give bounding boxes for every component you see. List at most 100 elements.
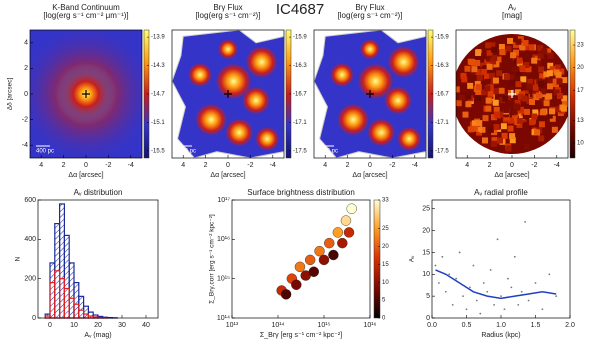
speckle (500, 123, 507, 130)
speckle (509, 137, 516, 144)
point (324, 237, 335, 249)
y-tick-label: -4 (22, 142, 28, 149)
speckle (486, 50, 493, 57)
x-tick-label: 0 (84, 162, 88, 169)
x-tick-label: -2 (389, 162, 395, 169)
colorbar-tick-label: 20 (382, 244, 389, 250)
colorbar-tick-label: -15.5 (151, 148, 165, 154)
speckle (481, 68, 488, 75)
speckle (491, 129, 498, 136)
speckle (487, 84, 494, 91)
speckle (460, 72, 467, 79)
colorbar-tick-label: -13.9 (151, 35, 165, 41)
point (500, 295, 502, 298)
x-tick-label: -2 (531, 162, 537, 169)
colorbar-tick-label: -15.9 (435, 35, 449, 41)
image (456, 30, 568, 158)
speckle (561, 95, 568, 102)
speckle (538, 80, 545, 87)
speckle (476, 53, 483, 60)
speckle (498, 87, 505, 94)
speckle (471, 66, 478, 73)
scale-label: 400 pc (178, 149, 196, 155)
y-tick-label: -2 (22, 116, 28, 123)
histogram-bar (63, 234, 70, 319)
speckle (528, 44, 535, 51)
speckle (537, 45, 544, 52)
x-tick-label: 10 (70, 322, 78, 329)
x-tick-label: 4 (39, 162, 43, 169)
y-tick-label: 10¹⁷ (217, 197, 230, 204)
speckle (503, 73, 510, 80)
y-tick-label: 5 (426, 293, 430, 300)
point (448, 273, 451, 276)
speckle (514, 99, 521, 106)
speckle (561, 77, 568, 84)
colorbar-tick-label: -16.7 (293, 92, 307, 98)
speckle (476, 74, 483, 81)
speckle (511, 108, 518, 115)
speckle (484, 59, 491, 66)
point (441, 255, 444, 258)
speckle (492, 99, 499, 106)
speckle (459, 94, 466, 101)
x-axis-label: Aᵥ (mag) (84, 332, 111, 339)
speckle (538, 135, 545, 142)
speckle (456, 108, 463, 115)
speckle (512, 66, 519, 73)
speckle (491, 137, 498, 144)
speckle (543, 71, 550, 78)
point (524, 220, 527, 223)
speckle (516, 60, 523, 67)
panel-title: Surface brightness distribution (247, 188, 355, 197)
speckle (529, 98, 535, 105)
speckle (519, 65, 526, 72)
speckle (487, 90, 494, 97)
speckle (456, 100, 462, 107)
blob (242, 86, 270, 115)
center-marker (508, 90, 516, 98)
blob (387, 46, 420, 78)
point (517, 303, 520, 306)
point (314, 245, 325, 257)
y-tick-label: 0 (32, 315, 36, 322)
center-marker (366, 90, 374, 98)
speckle (517, 93, 524, 100)
speckle (507, 117, 514, 124)
point (527, 299, 530, 302)
speckle (495, 131, 502, 138)
x-axis-label: Radius (kpc) (481, 332, 520, 339)
point (455, 277, 458, 280)
speckle (476, 129, 483, 136)
histogram-bar (49, 262, 56, 319)
speckle (503, 114, 510, 121)
speckle (493, 106, 500, 113)
speckle (560, 105, 567, 112)
x-tick-label: 0 (48, 322, 52, 329)
point (555, 295, 558, 298)
panel-title: Aᵥ radial profile (474, 188, 528, 197)
colorbar (373, 199, 381, 319)
speckle (514, 89, 521, 96)
panel-subtitle: [log(erg s⁻¹ cm⁻²)] (338, 11, 403, 20)
colorbar-tick-label: -17.5 (435, 148, 449, 154)
speckle (503, 106, 510, 113)
speckle (493, 61, 500, 68)
speckle (562, 100, 568, 107)
speckle (508, 89, 515, 96)
point (482, 282, 485, 284)
x-tick-label: 20 (94, 322, 102, 329)
x-tick-label: 0.0 (427, 322, 437, 329)
speckle (465, 93, 472, 100)
speckle (527, 112, 534, 119)
speckle (490, 61, 497, 68)
y-tick-label: 200 (24, 276, 36, 283)
panel-subtitle: [log(erg s⁻¹ cm⁻²)] (196, 11, 261, 20)
x-axis-label: Δα [arcsec] (352, 172, 387, 179)
point (343, 227, 355, 238)
x-tick-label: 1.0 (496, 322, 506, 329)
speckle (517, 106, 524, 113)
point (479, 312, 482, 315)
speckle (530, 106, 537, 113)
colorbar (569, 29, 576, 159)
